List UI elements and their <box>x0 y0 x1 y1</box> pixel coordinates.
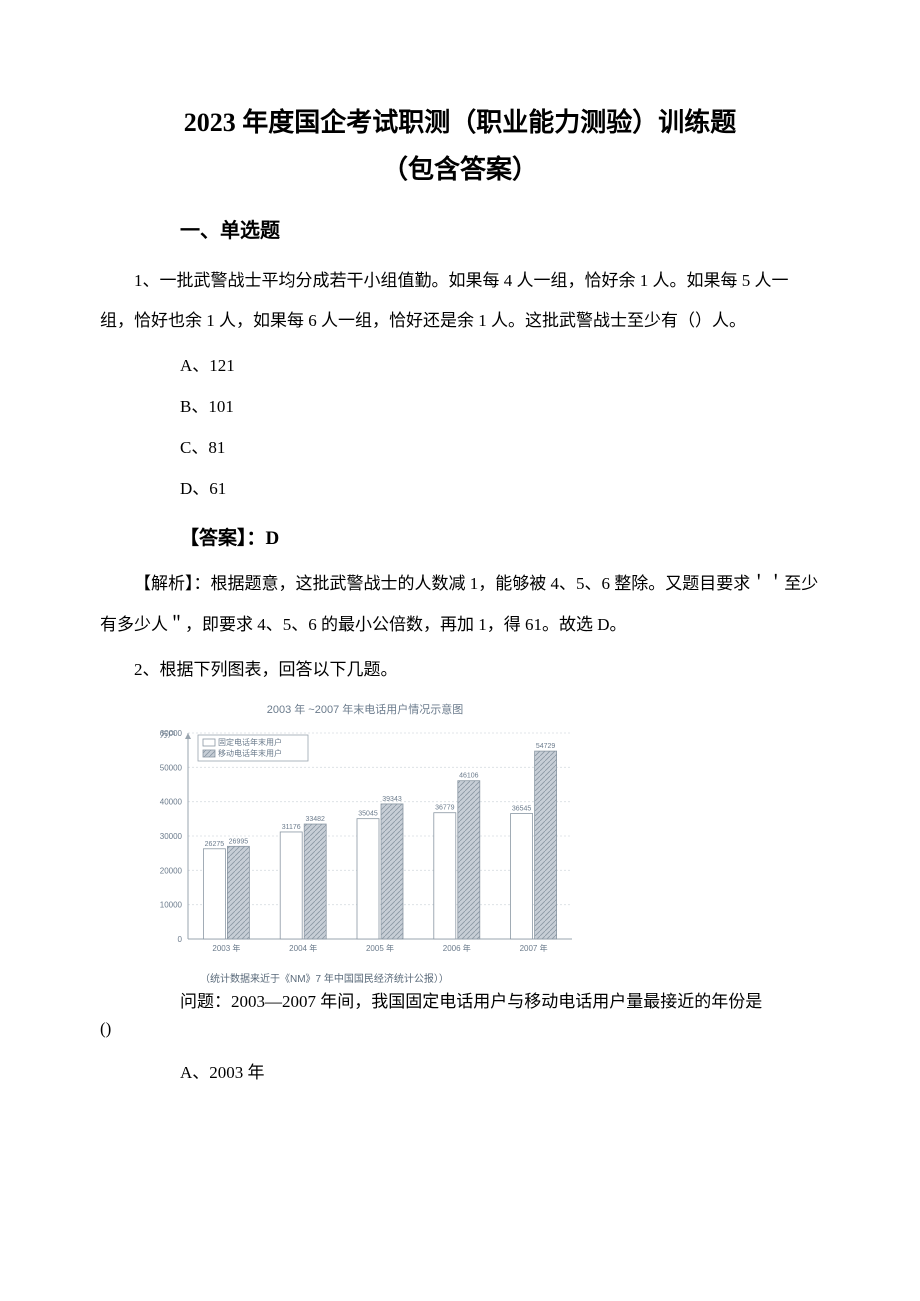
title-line-1: 2023 年度国企考试职测（职业能力测验）训练题 <box>100 100 820 147</box>
svg-text:36779: 36779 <box>435 804 455 811</box>
q1-answer: 【答案】：D <box>180 523 820 550</box>
title-line-2: （包含答案） <box>100 147 820 194</box>
svg-text:39343: 39343 <box>382 796 402 803</box>
svg-text:2003 年: 2003 年 <box>212 943 240 953</box>
q1-analysis: 【解析】：根据题意，这批武警战士的人数减 1，能够被 4、5、6 整除。又题目要… <box>100 564 820 646</box>
doc-title: 2023 年度国企考试职测（职业能力测验）训练题 （包含答案） <box>100 100 820 194</box>
svg-text:26275: 26275 <box>205 841 225 848</box>
svg-text:2007 年: 2007 年 <box>520 943 548 953</box>
chart-title: 2003 年 ~2007 年末电话用户情况示意图 <box>140 701 590 717</box>
q2-question-tail: () <box>100 1019 820 1039</box>
svg-text:20000: 20000 <box>160 866 183 875</box>
svg-text:33482: 33482 <box>305 816 325 823</box>
svg-text:固定电话年末用户: 固定电话年末用户 <box>218 737 282 747</box>
q1-option-c: C、81 <box>180 428 820 469</box>
svg-text:40000: 40000 <box>160 797 183 806</box>
svg-text:54729: 54729 <box>536 743 556 750</box>
svg-text:46106: 46106 <box>459 772 479 779</box>
section-heading: 一、单选题 <box>180 214 820 243</box>
svg-text:36545: 36545 <box>512 805 532 812</box>
svg-text:31176: 31176 <box>282 824 301 831</box>
chart-container: 2003 年 ~2007 年末电话用户情况示意图 0 10000 20000 3000… <box>140 701 590 985</box>
svg-text:10000: 10000 <box>160 900 183 909</box>
svg-text:2006 年: 2006 年 <box>443 943 471 953</box>
q2-option-a: A、2003 年 <box>180 1053 820 1094</box>
q1-option-d: D、61 <box>180 469 820 510</box>
svg-text:50000: 50000 <box>160 763 183 772</box>
q2-intro: 2、根据下列图表，回答以下几题。 <box>100 650 820 691</box>
svg-text:2005 年: 2005 年 <box>366 943 394 953</box>
document-page: 2023 年度国企考试职测（职业能力测验）训练题 （包含答案） 一、单选题 1、… <box>0 0 920 1301</box>
svg-text:26995: 26995 <box>229 838 249 845</box>
svg-text:移动电话年末用户: 移动电话年末用户 <box>218 748 282 758</box>
svg-text:30000: 30000 <box>160 832 183 841</box>
q2-question: 问题：2003—2007 年间，我国固定电话用户与移动电话用户量最接近的年份是 <box>180 985 820 1019</box>
bar-chart: 0100002000030000400005000060000万户固定电话年末用… <box>140 721 580 961</box>
q1-stem: 1、一批武警战士平均分成若干小组值勤。如果每 4 人一组，恰好余 1 人。如果每… <box>100 261 820 343</box>
svg-text:万户: 万户 <box>160 729 176 739</box>
q1-option-b: B、101 <box>180 387 820 428</box>
q1-option-a: A、121 <box>180 346 820 387</box>
chart-source-note: （统计数据来近于《NM》7 年中国国民经济统计公报）） <box>200 970 590 985</box>
svg-text:35045: 35045 <box>358 810 378 817</box>
svg-text:2004 年: 2004 年 <box>289 943 317 953</box>
svg-text:0: 0 <box>178 935 183 944</box>
